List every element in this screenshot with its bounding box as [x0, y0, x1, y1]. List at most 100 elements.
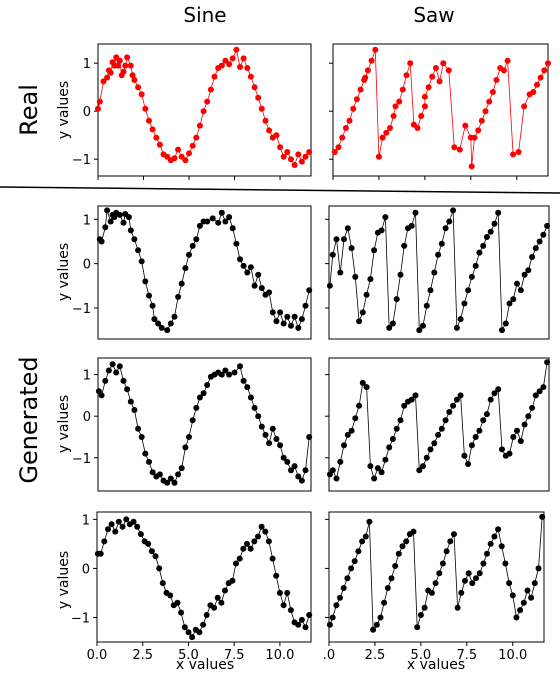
data-point [306, 149, 313, 155]
data-point [186, 150, 192, 157]
ylabel-real: y values [56, 81, 72, 139]
data-point [375, 153, 382, 160]
data-point [146, 292, 152, 299]
data-point [203, 612, 210, 618]
data-point [373, 621, 380, 628]
data-point [258, 423, 265, 430]
data-point [427, 446, 434, 453]
ytick-label: 1 [82, 513, 90, 528]
data-point [116, 57, 123, 64]
data-point [215, 219, 222, 226]
data-point [408, 222, 415, 229]
data-point [473, 575, 479, 582]
data-point [302, 302, 309, 309]
data-point [461, 452, 468, 459]
data-point [288, 467, 294, 474]
axes-frame [332, 43, 549, 177]
data-point [255, 413, 262, 420]
data-point [418, 113, 425, 119]
data-point [329, 251, 336, 258]
data-point [273, 436, 280, 442]
data-point [135, 84, 142, 91]
data-point [193, 134, 200, 141]
data-point [506, 580, 513, 587]
data-point [97, 550, 104, 557]
data-point [534, 81, 540, 88]
data-point [427, 287, 434, 294]
data-point [386, 444, 393, 451]
data-point [142, 278, 149, 285]
data-point [120, 377, 127, 384]
panel-gen-saw-1 [325, 205, 551, 340]
axes-frame [97, 357, 312, 492]
xtick-label: 7.5 [456, 648, 477, 663]
data-point [124, 386, 131, 393]
data-point [478, 117, 485, 124]
data-point [101, 538, 108, 545]
data-point [233, 560, 239, 567]
data-point [486, 98, 493, 105]
data-point [412, 392, 419, 399]
data-point [186, 251, 192, 258]
xtick-label: 10.0 [498, 648, 527, 663]
data-point [480, 560, 487, 567]
data-point [378, 469, 385, 476]
data-point [344, 431, 351, 438]
data-point [393, 425, 400, 432]
data-point [266, 440, 273, 447]
data-point [425, 84, 432, 91]
data-point [515, 149, 522, 155]
data-point [229, 577, 236, 584]
data-point [436, 570, 443, 577]
data-point [378, 227, 385, 234]
data-point [457, 316, 464, 323]
data-point [127, 62, 134, 69]
data-point [240, 377, 247, 384]
xlabel-sine: x values [176, 657, 234, 673]
data-point [396, 98, 403, 105]
data-point [517, 438, 524, 445]
data-point [517, 607, 524, 614]
data-point [185, 629, 192, 636]
data-point [410, 528, 417, 535]
data-point [366, 518, 373, 525]
data-point [423, 454, 430, 461]
data-point [125, 214, 132, 221]
data-point [487, 396, 494, 403]
data-point [382, 214, 389, 221]
data-point [453, 324, 460, 331]
data-point [504, 57, 511, 64]
data-point [403, 538, 410, 545]
data-point [389, 436, 396, 442]
data-point [348, 427, 355, 434]
data-point [291, 162, 298, 168]
data-point [337, 594, 343, 601]
data-point [233, 46, 240, 53]
col-title-saw: Saw [413, 3, 454, 27]
data-point [302, 467, 309, 474]
data-point [255, 271, 262, 278]
data-point [218, 599, 225, 606]
data-point [277, 442, 284, 449]
data-point [401, 402, 408, 409]
data-point [153, 134, 160, 141]
data-point [159, 580, 166, 587]
data-point [399, 86, 406, 93]
row-label-real: Real [15, 84, 43, 136]
data-point [247, 264, 254, 271]
data-point [429, 73, 436, 80]
data-point [178, 609, 185, 616]
data-point [545, 60, 551, 67]
data-point [457, 392, 464, 399]
data-point [362, 74, 369, 81]
data-point [359, 379, 366, 386]
data-point [525, 413, 532, 420]
data-point [295, 151, 302, 158]
data-point [355, 548, 362, 555]
xlabel-saw: x values [407, 657, 465, 673]
data-point [414, 125, 421, 131]
data-point [339, 134, 346, 141]
data-point [115, 62, 121, 69]
data-point [112, 528, 119, 535]
